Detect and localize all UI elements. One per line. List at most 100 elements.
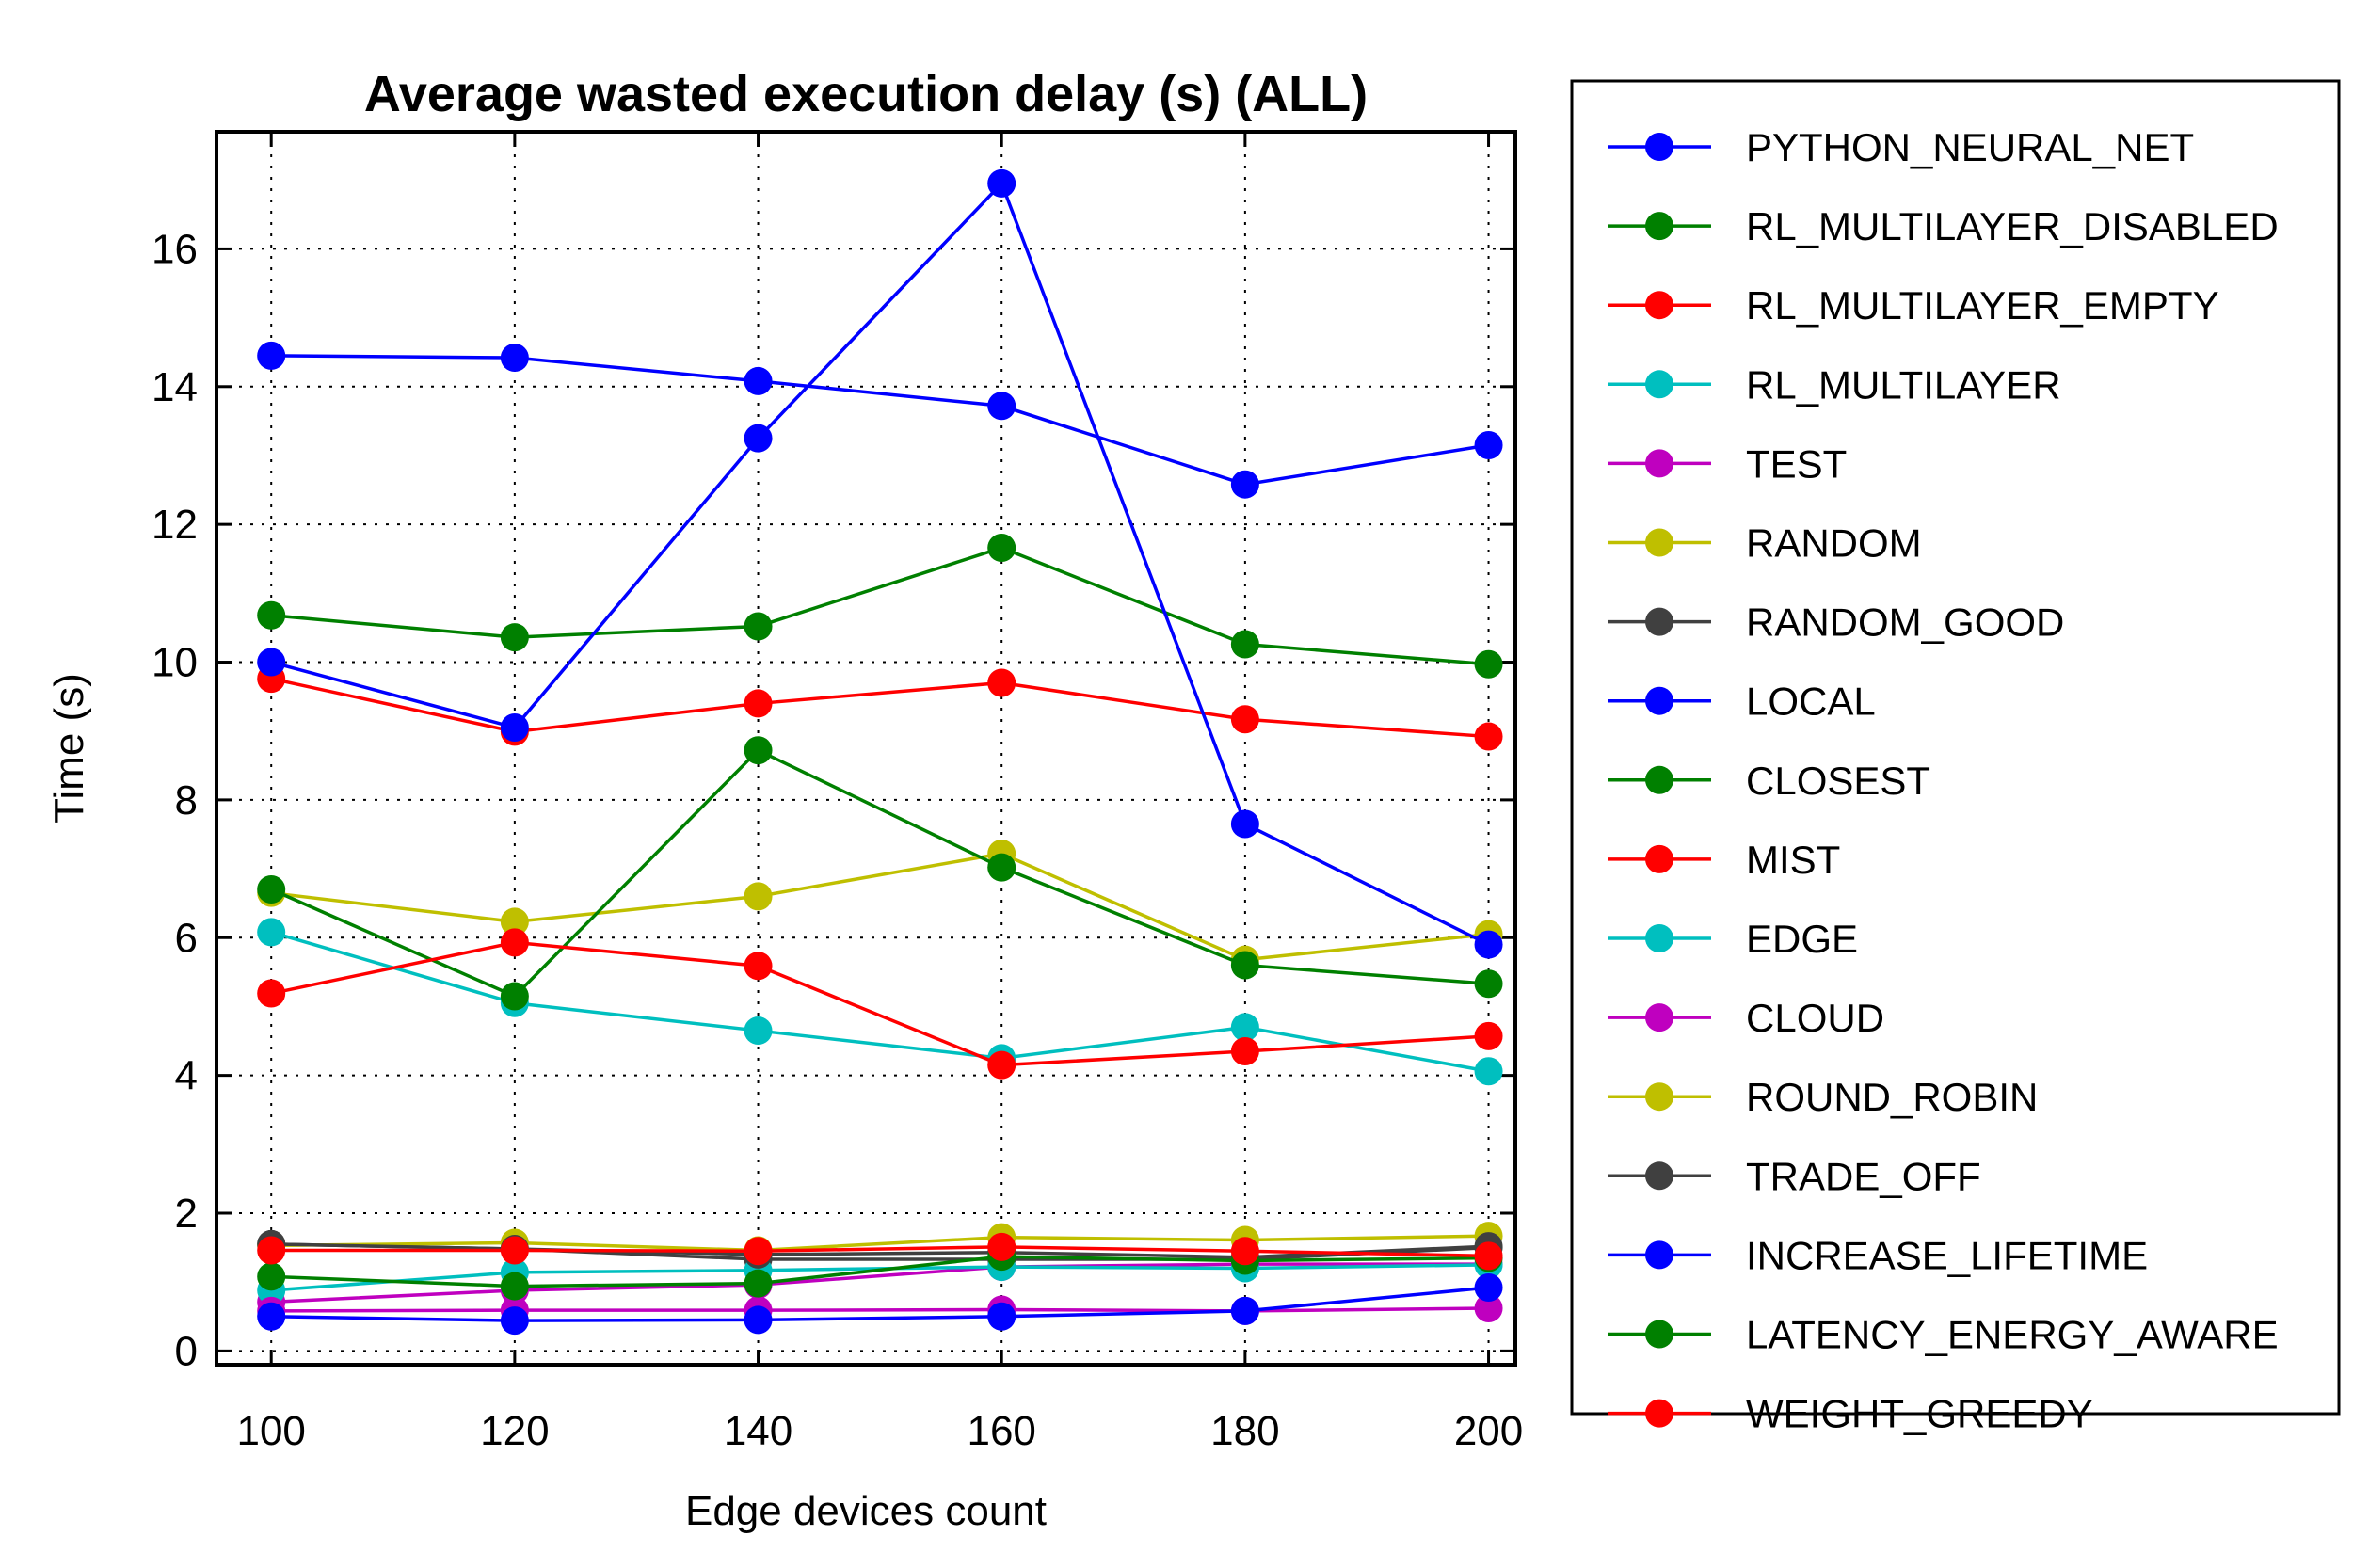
- legend-marker: [1645, 1003, 1673, 1032]
- legend-label: ROUND_ROBIN: [1746, 1075, 2038, 1119]
- x-tick-label: 100: [236, 1408, 305, 1454]
- data-point: [500, 713, 529, 743]
- legend-marker: [1645, 449, 1673, 478]
- data-point: [744, 736, 773, 765]
- legend-marker: [1645, 686, 1673, 715]
- legend-marker: [1645, 1240, 1673, 1270]
- legend: PYTHON_NEURAL_NET RL_MULTILAYER_DISABLED R…: [1570, 79, 2341, 1436]
- data-point: [257, 979, 286, 1008]
- x-tick-label: 200: [1454, 1408, 1523, 1454]
- data-point: [500, 1236, 529, 1265]
- series-increase-lifetime: [257, 1273, 1503, 1336]
- series-line: [271, 546, 1489, 666]
- series-line: [270, 677, 1489, 739]
- legend-entry: CLOSEST: [1608, 759, 1930, 803]
- legend-label: TEST: [1746, 441, 1847, 486]
- series-line: [270, 930, 1489, 1073]
- series-line: [271, 1242, 1489, 1259]
- series-line: [270, 180, 1490, 947]
- y-axis-label: Time (s): [46, 673, 92, 824]
- data-point: [500, 344, 529, 373]
- data-point: [1474, 1293, 1503, 1322]
- grid: [216, 132, 1515, 1365]
- data-point: [744, 952, 773, 981]
- data-point: [257, 1262, 286, 1291]
- data-point: [1474, 1273, 1503, 1303]
- data-point: [500, 907, 529, 936]
- x-axis-label: Edge devices count: [685, 1488, 1047, 1534]
- data-point: [257, 648, 286, 677]
- x-tick-label: 180: [1210, 1408, 1279, 1454]
- data-point: [744, 612, 773, 641]
- legend-entry: WEIGHT_GREEDY: [1608, 1392, 2093, 1436]
- series-closest: [257, 736, 1503, 1011]
- legend-entry: RL_MULTILAYER_EMPTY: [1608, 283, 2219, 328]
- legend-marker: [1645, 844, 1673, 873]
- data-point: [257, 875, 286, 904]
- x-axis-ticks: 100 120 140 160 180 200: [236, 132, 1523, 1454]
- y-tick-label: 2: [175, 1191, 198, 1237]
- legend-marker: [1645, 528, 1673, 557]
- legend-label: RANDOM: [1746, 521, 1922, 566]
- series-line: [271, 1306, 1489, 1313]
- data-point: [744, 1016, 773, 1046]
- legend-label: RL_MULTILAYER_DISABLED: [1746, 204, 2279, 248]
- legend-marker: [1645, 291, 1673, 320]
- data-point: [987, 168, 1016, 198]
- series-line: [271, 1234, 1489, 1253]
- data-point: [744, 882, 773, 911]
- legend-entry: RL_MULTILAYER_DISABLED: [1608, 204, 2279, 248]
- series-layer: [257, 168, 1503, 1336]
- data-point: [500, 1306, 529, 1336]
- data-point: [1474, 430, 1503, 459]
- data-point: [500, 623, 529, 652]
- data-point: [1474, 930, 1503, 959]
- data-point: [257, 341, 286, 370]
- legend-label: MIST: [1746, 838, 1840, 882]
- legend-marker: [1645, 1161, 1673, 1191]
- legend-label: LATENCY_ENERGY_AWARE: [1746, 1313, 2279, 1357]
- series-line: [270, 852, 1489, 962]
- legend-entry: TEST: [1608, 441, 1847, 486]
- legend-entry: RANDOM: [1608, 521, 1922, 566]
- y-tick-label: 8: [175, 777, 198, 824]
- data-point: [257, 1236, 286, 1265]
- data-point: [987, 392, 1016, 421]
- data-point: [1230, 1296, 1259, 1325]
- data-point: [1230, 1237, 1259, 1266]
- legend-entry: INCREASE_LIFETIME: [1608, 1233, 2148, 1277]
- data-point: [1230, 470, 1259, 499]
- series-line: [270, 940, 1489, 1067]
- legend-marker: [1645, 765, 1673, 794]
- series-weight-greedy: [257, 1232, 1503, 1271]
- series-line: [271, 1286, 1489, 1322]
- legend-entry: CLOUD: [1608, 996, 1884, 1040]
- legend-label: LOCAL: [1746, 680, 1876, 724]
- legend-label: RANDOM_GOOD: [1746, 600, 2064, 645]
- data-point: [1230, 1013, 1259, 1042]
- legend-label: EDGE: [1746, 917, 1858, 961]
- data-point: [1474, 649, 1503, 679]
- legend-marker: [1645, 1399, 1673, 1428]
- legend-label: RL_MULTILAYER_EMPTY: [1746, 283, 2219, 328]
- series-mist: [257, 928, 1503, 1080]
- plot-frame: [215, 130, 1517, 1367]
- data-point: [987, 1232, 1016, 1261]
- series-line: [271, 1262, 1489, 1304]
- legend-marker: [1645, 607, 1673, 636]
- y-tick-label: 14: [152, 364, 198, 410]
- data-point: [1474, 722, 1503, 751]
- legend-label: CLOUD: [1746, 996, 1884, 1040]
- data-point: [987, 853, 1016, 882]
- data-point: [500, 982, 529, 1011]
- data-point: [987, 1302, 1016, 1331]
- data-point: [1230, 951, 1259, 980]
- legend-entry: RANDOM_GOOD: [1608, 600, 2064, 645]
- data-point: [500, 928, 529, 957]
- series-line: [271, 354, 1489, 487]
- data-point: [1474, 1057, 1503, 1086]
- x-tick-label: 140: [724, 1408, 792, 1454]
- series-line: [271, 1245, 1489, 1258]
- series-line: [271, 1255, 1489, 1288]
- data-point: [257, 918, 286, 947]
